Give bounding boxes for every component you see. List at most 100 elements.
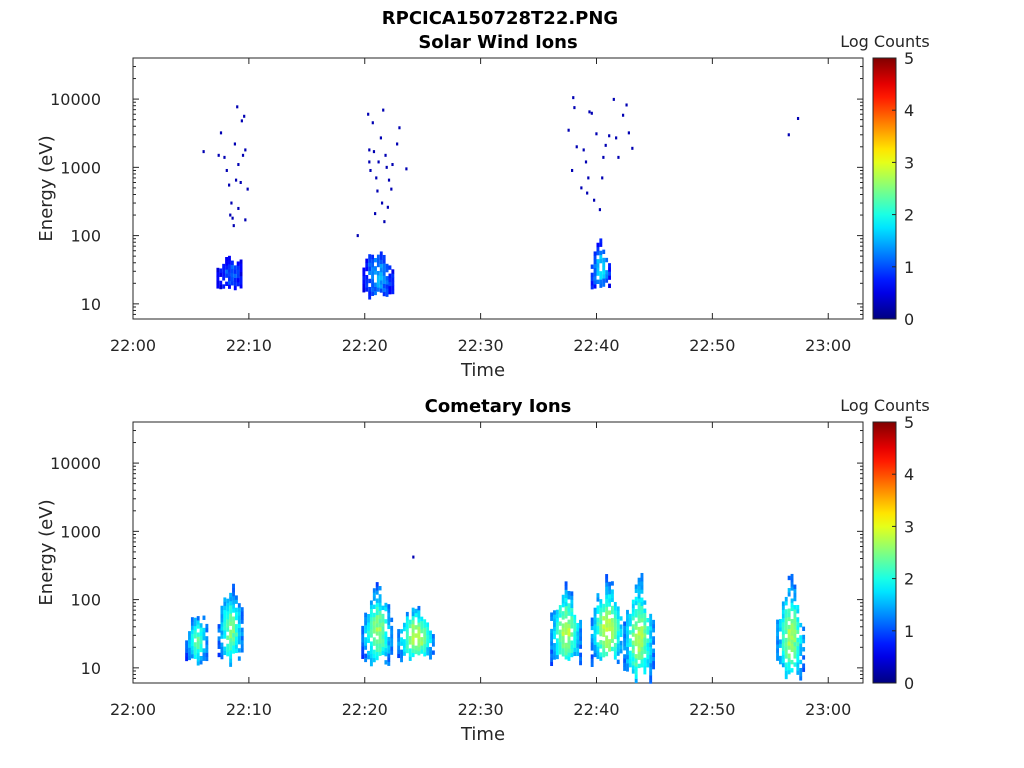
data-cell: [199, 655, 203, 661]
data-cell: [196, 632, 200, 637]
data-cell: [561, 615, 565, 620]
data-point: [615, 136, 618, 140]
data-cell: [199, 627, 203, 632]
data-cell: [567, 623, 571, 629]
data-point: [586, 191, 589, 195]
data-cell: [608, 263, 611, 268]
data-cell: [646, 654, 650, 660]
data-cell: [369, 608, 373, 614]
data-cell: [593, 644, 597, 649]
data-cell: [558, 609, 562, 614]
data-cell: [799, 643, 803, 648]
data-cell: [375, 586, 379, 591]
data-cell: [423, 631, 427, 636]
data-cell: [593, 255, 597, 260]
data-cell: [229, 646, 233, 651]
data-cell: [628, 617, 632, 623]
data-cell: [550, 653, 554, 658]
data-cell: [602, 628, 606, 633]
data-cell: [649, 622, 653, 627]
data-cell: [379, 276, 383, 281]
data-cell: [631, 607, 635, 613]
data-cell: [361, 629, 365, 635]
data-cell: [362, 283, 366, 289]
data-cell: [610, 622, 614, 627]
data-cell: [367, 630, 370, 635]
data-cell: [640, 585, 644, 590]
data-point: [225, 168, 228, 172]
data-cell: [429, 634, 432, 640]
data-cell: [205, 644, 209, 649]
data-cell: [229, 637, 233, 643]
data-cell: [190, 629, 194, 634]
data-cell: [411, 628, 415, 633]
data-cell: [205, 656, 209, 662]
data-cell: [365, 266, 369, 272]
colorbar-tick-label: 2: [904, 206, 914, 225]
data-cell: [646, 630, 650, 635]
data-cell: [599, 599, 603, 604]
data-cell: [605, 610, 609, 616]
data-cell: [776, 619, 779, 625]
data-cell: [593, 640, 597, 645]
data-cell: [567, 640, 571, 645]
data-cell: [372, 625, 376, 630]
data-cell: [369, 629, 373, 634]
data-cell: [364, 653, 368, 659]
data-cell: [776, 652, 779, 657]
data-cell: [634, 678, 638, 684]
data-cell: [608, 275, 611, 280]
data-cell: [232, 632, 235, 638]
data-cell: [608, 626, 611, 632]
data-cell: [616, 647, 620, 652]
data-cell: [367, 614, 370, 619]
data-cell: [426, 626, 430, 631]
data-cell: [608, 639, 611, 644]
data-cell: [796, 617, 800, 622]
data-cell: [781, 642, 785, 647]
data-cell: [417, 642, 421, 648]
data-cell: [628, 650, 632, 656]
data-cell: [388, 265, 392, 270]
data-cell: [236, 269, 240, 275]
data-cell: [649, 654, 653, 660]
data-cell: [605, 582, 609, 587]
data-cell: [229, 617, 233, 622]
data-cell: [382, 263, 386, 268]
data-cell: [368, 254, 372, 259]
data-cell: [239, 259, 243, 264]
data-cell: [232, 624, 235, 630]
data-point: [223, 155, 226, 159]
data-cell: [643, 657, 647, 663]
data-cell: [573, 651, 577, 657]
data-cell: [590, 658, 594, 663]
data-cell: [610, 589, 614, 594]
data-cell: [590, 662, 594, 667]
data-cell: [405, 636, 409, 641]
data-cell: [375, 606, 379, 612]
data-cell: [220, 605, 224, 611]
data-cell: [229, 605, 233, 610]
data-cell: [787, 645, 791, 650]
data-point: [405, 167, 408, 171]
data-cell: [634, 641, 638, 647]
data-cell: [232, 587, 235, 593]
data-cell: [784, 666, 788, 671]
data-cell: [599, 283, 603, 288]
data-cell: [558, 605, 562, 610]
data-cell: [228, 263, 231, 269]
data-cell: [796, 637, 800, 643]
data-cell: [193, 617, 197, 623]
data-cell: [379, 255, 383, 260]
data-cell: [605, 578, 609, 583]
data-cell: [371, 279, 375, 284]
data-cell: [610, 618, 614, 623]
data-cell: [411, 615, 415, 621]
data-cell: [372, 612, 376, 618]
data-cell: [640, 577, 644, 582]
data-cell: [364, 637, 368, 642]
data-cell: [793, 621, 797, 626]
data-cell: [420, 624, 424, 630]
data-cell: [640, 613, 644, 619]
data-cell: [605, 590, 609, 595]
